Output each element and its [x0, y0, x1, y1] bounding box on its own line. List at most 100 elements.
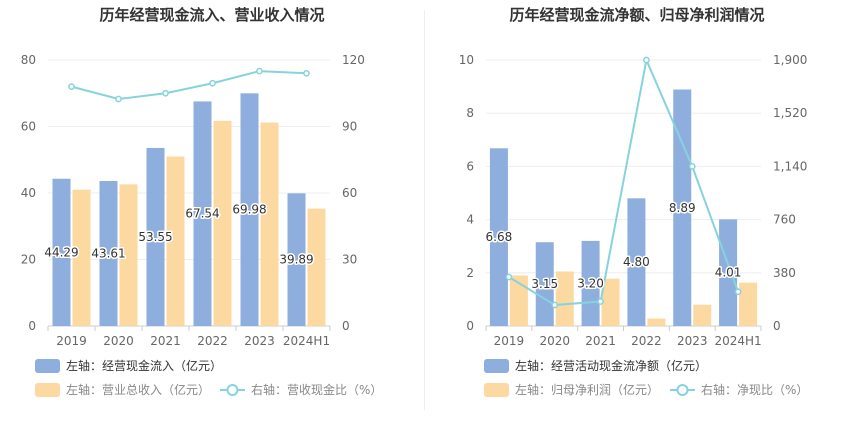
bar-primary	[581, 240, 600, 326]
data-label: 67.54	[185, 207, 219, 221]
legend-label: 左轴：归母净利润（亿元）	[515, 382, 659, 397]
bar-primary	[240, 93, 259, 326]
legend-label: 左轴：经营活动现金流净额（亿元）	[515, 358, 707, 373]
data-label: 39.89	[279, 253, 313, 267]
left-axis-tick-label: 6	[466, 159, 474, 173]
bar-secondary	[739, 282, 758, 326]
right-axis-tick-label: 0	[342, 319, 350, 333]
left-axis-tick-label: 20	[21, 253, 36, 267]
right-axis-tick-label: 1,140	[773, 159, 807, 173]
bar-secondary	[693, 304, 712, 326]
left-axis-tick-label: 8	[466, 106, 474, 120]
right-axis-tick-label: 760	[773, 213, 796, 227]
x-axis-tick-label: 2022	[631, 334, 662, 348]
bar-primary	[627, 198, 646, 326]
right-axis-tick-label: 380	[773, 266, 796, 280]
x-axis-tick-label: 2022	[197, 334, 228, 348]
x-axis-tick-label: 2021	[150, 334, 181, 348]
bar-secondary	[509, 275, 528, 326]
line-point	[162, 89, 169, 97]
bar-primary	[193, 101, 212, 326]
right-axis-tick-label: 90	[342, 120, 357, 134]
line-point	[256, 67, 263, 75]
left-axis-tick-label: 40	[21, 186, 36, 200]
series-line	[508, 56, 740, 307]
bar-secondary	[307, 208, 326, 326]
right-axis-tick-label: 1,900	[773, 53, 807, 67]
legend-label: 右轴：营收现金比（%）	[251, 382, 382, 397]
legend-line-marker	[676, 384, 689, 396]
bar-secondary	[213, 120, 232, 326]
line-point	[115, 95, 122, 103]
legend-swatch	[484, 383, 509, 397]
chart-panel-net-cash: 历年经营现金流净额、归母净利润情况 0 2 4 6 8 10 0 380 760 1,140 1,52…	[425, 0, 850, 437]
chart-title: 历年经营现金流入、营业收入情况	[99, 6, 324, 24]
series-line	[71, 70, 307, 101]
line-point	[643, 56, 650, 64]
x-axis-tick-label: 2024H1	[283, 334, 330, 348]
bar-primary	[287, 193, 306, 326]
bar-primary	[719, 219, 738, 326]
bar-primary	[99, 180, 118, 326]
chart-title: 历年经营现金流净额、归母净利润情况	[509, 6, 764, 24]
data-label: 3.15	[531, 277, 558, 291]
x-axis-tick-label: 2023	[677, 334, 708, 348]
left-axis-tick-label: 80	[21, 53, 36, 67]
left-axis-tick-label: 60	[21, 120, 36, 134]
line-point	[688, 163, 696, 170]
bar-primary	[673, 89, 692, 326]
data-label: 6.68	[486, 230, 513, 244]
data-label: 69.98	[232, 203, 266, 217]
data-label: 4.01	[715, 266, 742, 280]
bar-secondary	[555, 271, 574, 326]
bar-secondary	[166, 156, 185, 326]
right-axis-tick-label: 30	[342, 253, 357, 267]
x-axis-tick-label: 2024H1	[714, 334, 761, 348]
left-axis-tick-label: 2	[466, 266, 474, 280]
left-axis-tick-label: 10	[459, 53, 474, 67]
chart-panel-cash-inflow: 历年经营现金流入、营业收入情况 0 20 40 60 80 0 30 60 90 120 2019 20…	[0, 0, 425, 437]
x-axis-tick-label: 2023	[244, 334, 275, 348]
legend-label: 右轴：净现比（%）	[701, 382, 808, 397]
chart-svg: 历年经营现金流入、营业收入情况 0 20 40 60 80 0 30 60 90 120 2019 20…	[21, 6, 382, 397]
bar-secondary	[647, 318, 666, 326]
line-point	[597, 298, 604, 305]
bar-primary	[535, 242, 554, 326]
right-axis-tick-label: 0	[773, 319, 781, 333]
bar-secondary	[119, 184, 138, 326]
x-axis-tick-label: 2020	[539, 334, 570, 348]
legend-swatch	[35, 383, 60, 397]
bar-secondary	[72, 189, 91, 326]
x-axis-tick-label: 2019	[56, 334, 87, 348]
legend-label: 左轴：营业总收入（亿元）	[66, 382, 210, 397]
legend-swatch	[35, 359, 60, 373]
line-point	[303, 69, 310, 77]
data-label: 8.89	[669, 201, 696, 215]
x-axis-tick-label: 2021	[585, 334, 616, 348]
legend-label: 左轴：经营现金流入（亿元）	[66, 358, 222, 373]
bar-primary	[146, 147, 165, 326]
right-axis-tick-label: 1,520	[773, 106, 807, 120]
bar-primary	[52, 178, 71, 326]
bar-secondary	[260, 122, 279, 326]
left-axis-tick-label: 4	[466, 213, 474, 227]
data-label: 4.80	[623, 255, 650, 269]
chart-svg: 历年经营现金流净额、归母净利润情况 0 2 4 6 8 10 0 380 760 1,140 1,52…	[459, 6, 808, 397]
data-label: 44.29	[44, 245, 78, 259]
line-point	[551, 301, 559, 309]
line-point	[68, 83, 75, 90]
data-label: 3.20	[577, 276, 604, 290]
right-axis-tick-label: 120	[342, 53, 365, 67]
data-label: 43.61	[91, 246, 125, 260]
legend-swatch	[484, 359, 509, 373]
line-point	[505, 273, 513, 281]
line-point	[734, 288, 742, 296]
line-point	[209, 79, 216, 87]
x-axis-tick-label: 2020	[103, 334, 134, 348]
panel-divider	[424, 10, 425, 410]
left-axis-tick-label: 0	[466, 319, 474, 333]
legend-line-marker	[226, 384, 239, 396]
data-label: 53.55	[138, 230, 172, 244]
right-axis-tick-label: 60	[342, 186, 357, 200]
bar-primary	[489, 148, 508, 326]
